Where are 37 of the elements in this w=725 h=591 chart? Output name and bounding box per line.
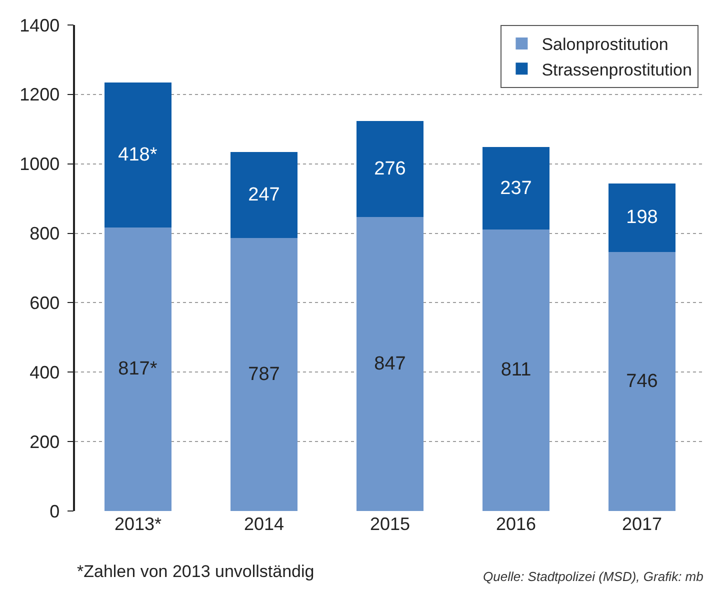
x-tick-label: 2015 <box>370 514 410 534</box>
y-tick-label: 400 <box>30 362 60 382</box>
y-tick-label: 0 <box>50 501 60 522</box>
bar <box>482 229 550 511</box>
data-label: 811 <box>500 360 532 381</box>
legend-label: Salonprostitution <box>542 35 668 54</box>
bar <box>104 227 172 511</box>
data-label: 247 <box>248 184 280 206</box>
bar <box>482 147 550 230</box>
data-label: 746 <box>626 371 658 392</box>
y-tick-label: 200 <box>30 432 60 452</box>
x-tick-label: 2017 <box>622 514 662 534</box>
legend-label: Strassenprostitution <box>542 60 692 80</box>
y-tick-label: 1400 <box>20 15 60 36</box>
y-tick-label: 1200 <box>20 84 60 105</box>
source-note: Quelle: Stadtpolizei (MSD), Grafik: mb <box>483 569 704 584</box>
data-label: 787 <box>248 364 280 385</box>
y-tick-label: 1000 <box>20 154 60 174</box>
data-label: 847 <box>374 353 406 374</box>
data-label: 817* <box>118 358 158 380</box>
text: *Zahlen von 2013 unvollständig <box>77 562 314 581</box>
data-label: 276 <box>374 158 406 180</box>
bar <box>356 216 424 511</box>
bar <box>230 152 298 238</box>
bar <box>608 252 676 511</box>
y-tick-label: 600 <box>30 293 60 314</box>
bar <box>608 183 676 252</box>
bar <box>230 238 298 511</box>
data-label: 198 <box>626 207 658 228</box>
data-label: 418* <box>118 144 158 166</box>
x-tick-label: 2016 <box>496 514 536 534</box>
bar <box>356 121 424 217</box>
bar <box>104 82 172 228</box>
x-tick-label: 2014 <box>244 514 284 534</box>
y-tick-label: 800 <box>30 224 60 244</box>
data-label: 237 <box>500 178 532 199</box>
x-tick-label: 2013* <box>114 514 162 534</box>
